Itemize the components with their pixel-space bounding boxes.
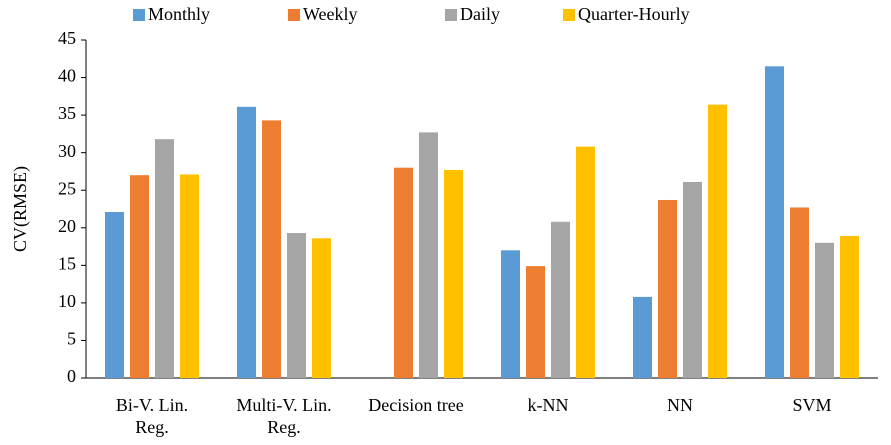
bar: [394, 167, 413, 378]
legend-swatch: [563, 9, 575, 21]
bar: [444, 169, 463, 378]
y-axis-label: CV(RMSE): [10, 166, 31, 252]
bar: [815, 242, 834, 378]
bar: [287, 233, 306, 378]
legend-swatch: [288, 9, 300, 21]
bar: [155, 139, 174, 378]
bar: [180, 174, 199, 378]
legend-label: Daily: [460, 4, 500, 24]
bar: [526, 266, 545, 378]
x-tick-label: k-NN: [527, 395, 569, 415]
y-tick-label: 15: [58, 253, 76, 273]
x-tick-label: Decision tree: [368, 395, 464, 415]
bar: [237, 106, 256, 379]
y-tick-label: 20: [58, 216, 76, 236]
legend-label: Quarter-Hourly: [578, 4, 690, 24]
y-tick-label: 25: [58, 178, 76, 198]
bar: [262, 120, 281, 378]
bar: [683, 181, 702, 378]
bar: [130, 175, 149, 378]
bar: [419, 132, 438, 378]
bar: [576, 146, 595, 378]
x-tick-label: NN: [667, 395, 693, 415]
bar: [551, 221, 570, 378]
x-tick-label: Bi-V. Lin. Reg.: [115, 395, 189, 437]
y-tick-label: 40: [58, 66, 76, 86]
y-tick-label: 5: [67, 329, 76, 349]
bar: [765, 66, 784, 379]
legend-swatch: [133, 9, 145, 21]
bar: [790, 207, 809, 378]
legend-label: Monthly: [148, 4, 210, 24]
bar: [312, 238, 331, 378]
y-tick-label: 10: [58, 291, 76, 311]
bar: [658, 199, 677, 378]
bar: [708, 104, 727, 379]
x-tick-label: SVM: [792, 395, 832, 415]
y-tick-label: 0: [67, 366, 76, 386]
y-tick-label: 45: [58, 28, 76, 48]
legend-label: Weekly: [303, 4, 358, 24]
y-tick-label: 35: [58, 103, 76, 123]
bar: [501, 250, 520, 378]
bar: [840, 236, 859, 378]
legend-swatch: [445, 9, 457, 21]
bar: [105, 212, 124, 378]
y-tick-label: 30: [58, 141, 76, 161]
x-tick-label: Multi-V. Lin. Reg.: [236, 395, 332, 437]
bar: [633, 296, 652, 378]
